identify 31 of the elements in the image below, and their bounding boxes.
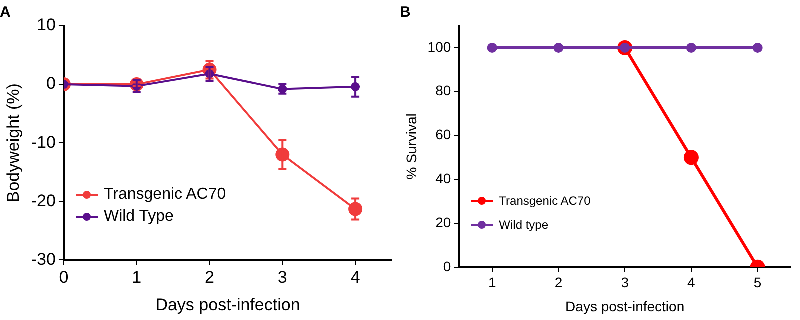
y-tick-label: 40 [436,170,452,186]
legend-label: Wild Type [104,208,174,226]
x-tick-label: 1 [132,268,142,288]
y-tick-label: -10 [31,132,56,152]
x-tick-label: 3 [621,274,630,291]
x-tick-label: 0 [59,268,69,288]
x-tick-label: 2 [554,274,563,291]
y-axis-title: Bodyweight (%) [4,84,23,203]
y-tick-label: 60 [436,126,452,143]
x-axis-title: Days post-infection [156,295,300,314]
y-tick-label: 10 [37,16,56,35]
y-tick-label: -30 [31,250,56,269]
y-tick-label: 0 [46,74,56,94]
x-tick-label: 4 [350,268,360,288]
x-tick-label: 3 [278,268,288,288]
x-tick-label: 5 [754,274,762,291]
x-axis-title: Days post-infection [566,298,685,314]
chart-title: A [0,4,11,22]
legend-label: Transgenic AC70 [499,194,591,208]
y-axis-title: % Survival [403,114,420,180]
chart-title: B [400,4,411,22]
y-tick-label: -20 [31,191,56,210]
x-tick-label: 2 [205,268,214,288]
y-tick-label: 0 [443,258,452,274]
legend-label: Wild type [499,218,549,232]
x-tick-label: 1 [488,274,496,291]
y-tick-label: 20 [436,214,452,230]
legend-label: Transgenic AC70 [104,186,226,204]
x-tick-label: 4 [688,274,696,291]
y-tick-label: 80 [436,82,452,99]
y-tick-label: 100 [428,38,452,55]
